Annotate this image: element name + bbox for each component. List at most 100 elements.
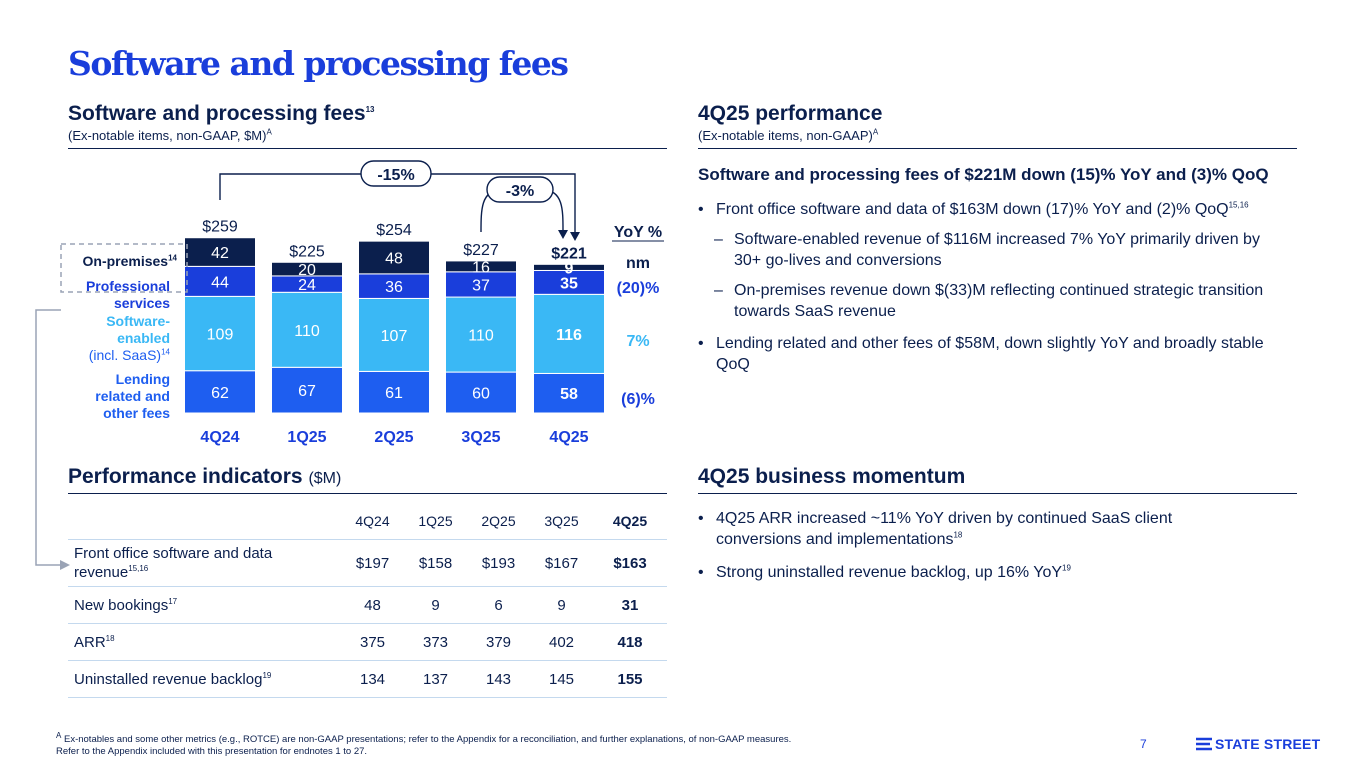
subbullet-on-premises: On-premises revenue down $(33)M reflecti… — [698, 280, 1288, 322]
yoy-header: YoY % — [614, 224, 662, 241]
bar-segment — [358, 297, 430, 372]
bar-segment — [358, 273, 430, 299]
total-label: $227 — [463, 242, 499, 259]
connector-line — [35, 309, 64, 566]
bullet-lending: Lending related and other fees of $58M, … — [698, 333, 1288, 375]
segment-label: 48 — [385, 251, 403, 268]
total-label: $225 — [289, 243, 325, 260]
yoy-value: nm — [626, 255, 650, 272]
subbullet-software-enabled: Software-enabled revenue of $116M increa… — [698, 229, 1288, 271]
cell: 134 — [341, 660, 404, 698]
cell: 9 — [404, 586, 467, 624]
legend-on-premises: On-premises14 — [82, 253, 178, 269]
yoy-value: (6)% — [621, 391, 655, 408]
cell: 379 — [467, 623, 530, 661]
segment-label: 109 — [207, 327, 234, 344]
segment-label: 37 — [472, 277, 490, 294]
performance-title: 4Q25 performance — [698, 102, 883, 125]
chart-title: Software and processing fees13 — [68, 102, 375, 125]
bar-segment — [271, 291, 343, 368]
bar-segment — [358, 370, 430, 414]
performance-body: Software and processing fees of $221M do… — [698, 163, 1288, 375]
col-header: 1Q25 — [418, 513, 453, 529]
segment-label: 61 — [385, 385, 403, 402]
table-row: ARR18 375 373 379 402 418 — [68, 623, 667, 661]
segment-label: 116 — [556, 327, 582, 344]
momentum-divider — [698, 493, 1297, 494]
segment-label: 44 — [211, 274, 229, 291]
bar-segment — [533, 263, 605, 271]
segment-label: 35 — [560, 275, 578, 292]
table-row: New bookings17 48 9 6 9 31 — [68, 586, 667, 624]
bar-segment — [445, 296, 517, 373]
momentum-title: 4Q25 business momentum — [698, 465, 966, 488]
yoy-change-arrowhead — [570, 232, 580, 241]
legend-professional-services: Professional services — [85, 278, 170, 311]
row-label: Front office software and data revenue15… — [68, 539, 341, 587]
bar-segment — [184, 237, 256, 267]
yoy-value: 7% — [626, 333, 649, 350]
chart-subtitle: (Ex-notable items, non-GAAP, $M)A — [68, 127, 272, 143]
cell-highlight: 31 — [593, 586, 667, 624]
x-tick-label: 3Q25 — [461, 429, 500, 446]
cell: 143 — [467, 660, 530, 698]
bar-segment — [184, 265, 256, 297]
footnote: A Ex-notables and some other metrics (e.… — [56, 730, 792, 757]
cell: $167 — [530, 539, 593, 587]
indicators-divider — [68, 493, 667, 494]
logo-mark-icon — [1196, 737, 1212, 751]
segment-label: 67 — [298, 383, 316, 400]
segment-label: 20 — [298, 262, 316, 279]
bar-segment — [533, 293, 605, 374]
cell: 145 — [530, 660, 593, 698]
indicators-title: Performance indicators ($M) — [68, 465, 342, 488]
bar-segment — [445, 271, 517, 298]
legend-frame — [60, 243, 188, 293]
cell-highlight: 418 — [593, 623, 667, 661]
yoy-change-pill — [360, 160, 432, 187]
total-label: $221 — [551, 245, 587, 262]
performance-divider — [698, 148, 1297, 149]
segment-label: 24 — [298, 277, 316, 294]
segment-label: 16 — [472, 259, 490, 276]
segment-label: 42 — [211, 245, 229, 262]
legend-software-enabled: Software- enabled (incl. SaaS)14 — [88, 313, 170, 363]
row-label: New bookings17 — [68, 586, 341, 624]
performance-headline: Software and processing fees of $221M do… — [698, 165, 1269, 184]
cell: 48 — [341, 586, 404, 624]
row-label: Uninstalled revenue backlog19 — [68, 660, 341, 698]
performance-subtitle: (Ex-notable items, non-GAAP)A — [698, 127, 879, 143]
table-header-row: 4Q24 1Q25 2Q25 3Q25 4Q25 — [68, 503, 667, 540]
total-label: $259 — [202, 219, 238, 236]
table-row: Uninstalled revenue backlog19 134 137 14… — [68, 660, 667, 698]
bar-segment — [184, 295, 256, 372]
col-header: 2Q25 — [481, 513, 516, 529]
cell: $193 — [467, 539, 530, 587]
total-label: $254 — [376, 222, 412, 239]
yoy-value: (20)% — [617, 280, 660, 297]
bar-segment — [271, 261, 343, 277]
page-title: Software and processing fees — [68, 44, 569, 83]
legend-lending: Lending related and other fees — [95, 371, 170, 421]
bar-segment — [533, 372, 605, 414]
cell: $197 — [341, 539, 404, 587]
cell-highlight: 155 — [593, 660, 667, 698]
x-tick-label: 4Q25 — [549, 429, 588, 446]
chart-divider — [68, 148, 667, 149]
qoq-change-label: -3% — [506, 183, 534, 200]
bar-segment — [358, 240, 430, 275]
cell: 375 — [341, 623, 404, 661]
row-label: ARR18 — [68, 623, 341, 661]
cell: $158 — [404, 539, 467, 587]
col-header: 3Q25 — [544, 513, 579, 529]
cell: 137 — [404, 660, 467, 698]
bar-segment — [445, 371, 517, 414]
qoq-change-pill — [486, 176, 554, 203]
bullet-front-office: Front office software and data of $163M … — [698, 199, 1288, 220]
x-tick-label: 1Q25 — [287, 429, 326, 446]
bar-segment — [271, 366, 343, 414]
segment-label: 110 — [468, 328, 494, 345]
col-header: 4Q24 — [355, 513, 390, 529]
yoy-change-label: -15% — [377, 167, 414, 184]
